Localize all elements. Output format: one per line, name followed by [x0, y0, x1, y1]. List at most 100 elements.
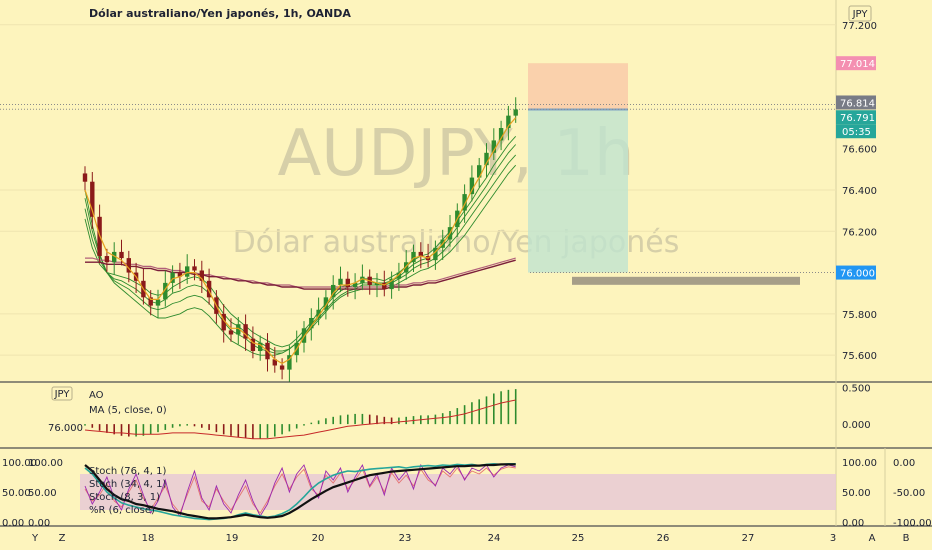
- candle-body: [112, 251, 117, 263]
- stoch-right-tick[interactable]: 100.00: [842, 458, 877, 469]
- price-tick[interactable]: 76.400: [842, 186, 877, 197]
- price-axis[interactable]: 77.200 76.400 76.200 75.800 75.600 76.600: [842, 21, 877, 362]
- stop-price-label: 76.000: [840, 269, 875, 280]
- candle-body: [360, 276, 365, 283]
- stoch-left-tick: 50.00: [2, 488, 31, 499]
- candle-body: [258, 342, 263, 352]
- candle-body: [228, 330, 234, 335]
- ao-tick[interactable]: 0.500: [842, 384, 871, 395]
- ribbon-band-4: [84, 136, 517, 348]
- candle-body: [148, 297, 153, 306]
- price-grid: [0, 24, 836, 356]
- time-tick[interactable]: 23: [399, 533, 412, 544]
- candle-body: [309, 317, 314, 329]
- stoch-left-tick: 0.00: [2, 518, 24, 529]
- last-price-label: 76.791: [840, 113, 875, 124]
- candle-body: [250, 338, 256, 352]
- time-tick[interactable]: 20: [312, 533, 325, 544]
- candle-body: [462, 194, 467, 211]
- time-tick[interactable]: 3: [830, 533, 836, 544]
- high-price-label: 76.814: [840, 98, 875, 109]
- ao-badge[interactable]: JPY: [54, 389, 71, 400]
- price-tick-partial[interactable]: 76.600: [842, 145, 877, 156]
- candle-body: [170, 272, 175, 283]
- stoch-right-tick[interactable]: 50.00: [842, 488, 871, 499]
- target-price-label: 77.014: [840, 59, 875, 70]
- candle-body: [177, 272, 183, 277]
- bottom-button-y[interactable]: Y: [31, 533, 39, 544]
- bottom-button-z[interactable]: Z: [59, 533, 66, 544]
- currency-badge-box[interactable]: [848, 5, 872, 22]
- stochastic-pane: Stoch (76, 4, 1) Stoch (34, 4, 1) Stoch (8…: [2, 448, 932, 529]
- time-tick[interactable]: 27: [742, 533, 755, 544]
- price-tick[interactable]: 75.800: [842, 310, 877, 321]
- ao-badge-box[interactable]: [51, 386, 73, 401]
- stoch-label-2[interactable]: Stoch (8, 3, 1): [89, 492, 160, 503]
- long-position-tool[interactable]: [0, 63, 836, 285]
- williams-r-tick[interactable]: -50.00: [893, 488, 925, 499]
- time-tick[interactable]: 26: [657, 533, 670, 544]
- candle-body: [192, 266, 197, 271]
- stoch-right-tick[interactable]: 0.00: [842, 518, 864, 529]
- bottom-button-a[interactable]: A: [869, 533, 876, 544]
- support-rectangle[interactable]: [572, 276, 800, 285]
- williams-r-tick[interactable]: -100.00: [893, 518, 932, 529]
- candle-body: [396, 272, 402, 279]
- price-tick[interactable]: 77.200: [842, 21, 877, 32]
- candle-body: [301, 328, 307, 343]
- candle-body: [104, 256, 110, 263]
- candle-body: [491, 140, 496, 153]
- stoch-left-tick-2: 100.00: [28, 458, 63, 469]
- profit-zone[interactable]: [528, 63, 628, 110]
- stop-zone[interactable]: [528, 109, 628, 273]
- time-axis[interactable]: 18 19 20 23 24 25 26 27 3 Y Z A B: [31, 533, 910, 544]
- time-tick[interactable]: 19: [226, 533, 239, 544]
- countdown-bg: [836, 124, 876, 139]
- time-tick[interactable]: 18: [142, 533, 155, 544]
- stoch-label-3[interactable]: %R (6, close): [89, 505, 155, 516]
- candle-body: [469, 177, 475, 195]
- candle-body: [338, 278, 343, 285]
- high-price-label-bg: [836, 95, 876, 110]
- candle-body: [389, 278, 394, 290]
- time-tick[interactable]: 24: [488, 533, 501, 544]
- stoch-line-3: [84, 463, 516, 520]
- price-tick[interactable]: 75.600: [842, 351, 877, 362]
- candle-body: [126, 258, 131, 273]
- ao-tick[interactable]: 0.000: [842, 420, 871, 431]
- candle-body: [498, 128, 504, 141]
- stoch-left-tick-2: 0.00: [28, 518, 50, 529]
- chart-title[interactable]: Dólar australiano/Yen japonés, 1h, OANDA: [89, 7, 351, 20]
- candle-body: [272, 359, 277, 366]
- candle-body: [199, 270, 204, 281]
- candle-body: [374, 282, 380, 285]
- candle-body: [382, 282, 387, 290]
- candlestick-series: [82, 97, 518, 382]
- williams-r-tick[interactable]: 0.00: [893, 458, 915, 469]
- stoch-label-1[interactable]: Stoch (34, 4, 1): [89, 479, 166, 490]
- candle-body: [221, 313, 226, 331]
- candle-body: [506, 115, 511, 129]
- time-tick[interactable]: 25: [572, 533, 585, 544]
- candle-body: [316, 309, 321, 318]
- stop-price-label-bg: [836, 265, 876, 280]
- candle-body: [352, 282, 358, 288]
- price-tick[interactable]: 76.200: [842, 227, 877, 238]
- candle-body: [243, 324, 248, 339]
- bottom-button-b[interactable]: B: [903, 533, 910, 544]
- stoch-left-tick-2: 50.00: [28, 488, 57, 499]
- stoch-label-0[interactable]: Stoch (76, 4, 1): [89, 466, 166, 477]
- price-labels: 77.014 76.814 76.791 05:35 76.000: [836, 56, 876, 280]
- ao-label[interactable]: AO: [89, 390, 104, 401]
- ao-ma-label[interactable]: MA (5, close, 0): [89, 405, 167, 416]
- candle-body: [163, 282, 168, 300]
- stoch-line-0: [84, 466, 516, 514]
- fast-ema-line: [84, 117, 517, 365]
- currency-badge[interactable]: JPY: [852, 9, 869, 20]
- ao-ma-line: [84, 399, 516, 440]
- candle-body: [185, 266, 190, 277]
- candle-body: [418, 251, 423, 257]
